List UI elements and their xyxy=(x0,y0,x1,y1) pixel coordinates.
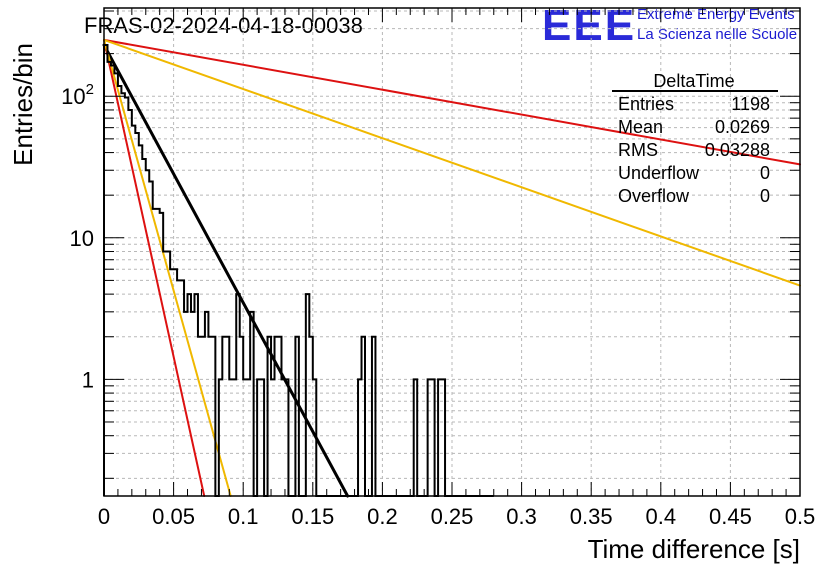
histogram-layer xyxy=(103,44,494,497)
exp-curve-2 xyxy=(103,38,232,497)
x-tick-label: 0.4 xyxy=(646,504,677,529)
y-tick-labels: 1 10 102 xyxy=(61,81,94,392)
stats-title: DeltaTime xyxy=(653,71,734,91)
x-axis-title: Time difference [s] xyxy=(588,534,800,564)
x-tick-label: 0.5 xyxy=(785,504,816,529)
x-tick-labels: 0 0.05 0.1 0.15 0.2 0.25 0.3 0.35 0.4 0.45 0.5 xyxy=(98,504,815,529)
x-tick-label: 0.25 xyxy=(431,504,474,529)
exp-curve-4 xyxy=(103,38,801,287)
y-tick-label: 1 xyxy=(82,367,94,392)
stats-value-mean: 0.0269 xyxy=(715,117,770,137)
y-tick-label: 102 xyxy=(61,81,94,109)
grid xyxy=(104,8,800,496)
stats-label-overflow: Overflow xyxy=(618,186,690,206)
stats-box: DeltaTime Entries 1198 Mean 0.0269 RMS 0.0328… xyxy=(612,71,778,206)
x-tick-label: 0.05 xyxy=(152,504,195,529)
stats-label-underflow: Underflow xyxy=(618,163,700,183)
y-tick-label: 10 xyxy=(70,226,94,251)
stats-value-underflow: 0 xyxy=(760,163,770,183)
stats-label-rms: RMS xyxy=(618,140,658,160)
series-layer xyxy=(102,38,801,498)
logo-line-1: Extreme Energy Events xyxy=(637,6,795,23)
x-tick-label: 0 xyxy=(98,504,110,529)
fit-line-0 xyxy=(102,43,350,498)
stats-value-entries: 1198 xyxy=(731,94,770,114)
x-tick-label: 0.1 xyxy=(228,504,259,529)
x-tick-label: 0.2 xyxy=(367,504,398,529)
stats-value-rms: 0.03288 xyxy=(705,140,770,160)
y-axis-title: Entries/bin xyxy=(8,43,38,166)
x-tick-label: 0.15 xyxy=(291,504,334,529)
stats-label-mean: Mean xyxy=(618,117,663,137)
stats-value-overflow: 0 xyxy=(760,186,770,206)
x-tick-label: 0.35 xyxy=(570,504,613,529)
stats-label-entries: Entries xyxy=(618,94,674,114)
x-tick-label: 0.3 xyxy=(506,504,537,529)
exp-curve-3 xyxy=(103,38,801,166)
chart-title: FRAS-02-2024-04-18-00038 xyxy=(84,13,363,38)
logo-line-2: La Scienza nelle Scuole xyxy=(637,26,797,43)
x-tick-label: 0.45 xyxy=(709,504,752,529)
exp-curve-1 xyxy=(103,38,206,497)
histogram-deltatime xyxy=(103,44,494,497)
stats-rows: Entries 1198 Mean 0.0269 RMS 0.03288Underflow… xyxy=(618,94,770,206)
axis-ticks xyxy=(103,8,801,496)
